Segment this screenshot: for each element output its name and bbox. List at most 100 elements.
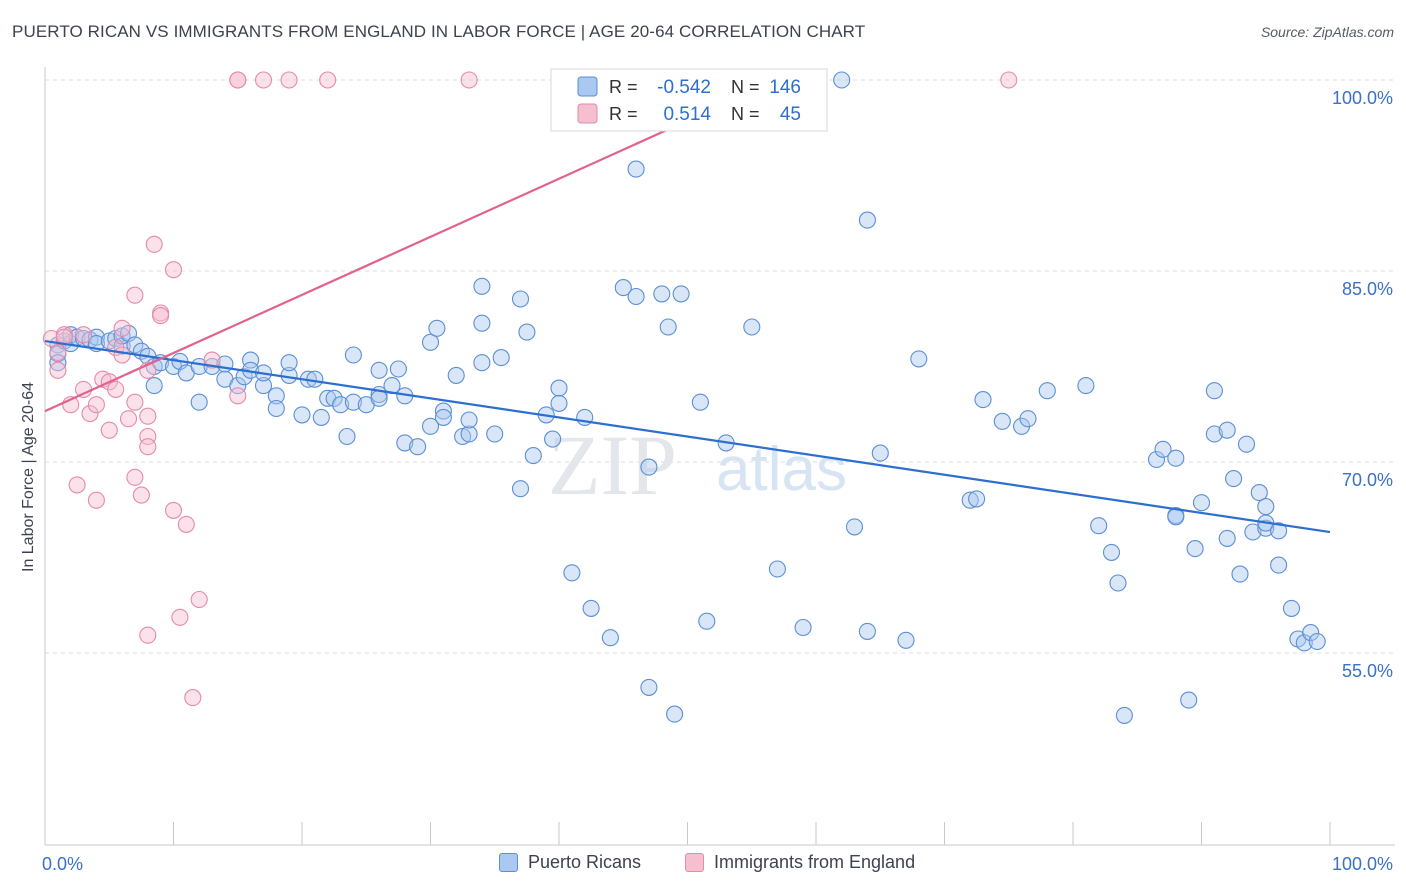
point-puerto-rican: [1295, 634, 1313, 652]
point-puerto-rican: [1147, 450, 1166, 469]
point-puerto-rican: [691, 393, 709, 411]
point-puerto-rican: [833, 71, 851, 89]
point-puerto-rican: [1205, 425, 1223, 443]
point-puerto-rican: [1167, 449, 1185, 467]
point-puerto-rican: [1115, 706, 1133, 724]
point-immigrant-england: [460, 71, 478, 89]
point-immigrant-england: [190, 590, 208, 609]
point-puerto-rican: [332, 396, 350, 414]
point-immigrant-england: [126, 468, 144, 486]
point-immigrant-england: [164, 261, 183, 279]
point-puerto-rican: [627, 287, 645, 306]
trend-lines: [44, 78, 1331, 534]
point-puerto-rican: [1205, 382, 1223, 400]
point-puerto-rican: [235, 368, 253, 386]
trend-line-immigrants-from-england: [44, 78, 778, 413]
point-puerto-rican: [486, 425, 504, 443]
point-immigrant-england: [280, 71, 298, 89]
point-puerto-rican: [582, 599, 600, 617]
point-immigrant-england: [49, 361, 67, 379]
point-puerto-rican: [993, 412, 1011, 430]
point-puerto-rican: [1225, 470, 1243, 488]
point-puerto-rican: [1186, 540, 1204, 558]
point-puerto-rican: [434, 408, 452, 426]
legend-item-immigrants-from-england: Immigrants from England: [685, 852, 915, 873]
stats-legend-r-label-blue: R =: [609, 77, 638, 97]
y-tick-label: 55.0%: [1342, 661, 1393, 681]
point-puerto-rican: [242, 351, 260, 369]
point-immigrant-england: [152, 307, 170, 325]
axis-layer: [44, 67, 1395, 846]
point-immigrant-england: [100, 421, 118, 439]
chart-title: PUERTO RICAN VS IMMIGRANTS FROM ENGLAND …: [12, 22, 866, 41]
point-puerto-rican: [672, 285, 690, 303]
point-puerto-rican: [1257, 498, 1275, 516]
point-puerto-rican: [293, 406, 311, 424]
point-puerto-rican: [267, 399, 285, 418]
point-puerto-rican: [1237, 435, 1256, 453]
point-puerto-rican: [666, 705, 684, 723]
series-legend: Puerto Ricans Immigrants from England: [0, 852, 1406, 878]
source-label: Source: ZipAtlas.com: [1260, 24, 1394, 40]
point-puerto-rican: [344, 346, 362, 364]
point-puerto-rican: [794, 618, 812, 637]
point-puerto-rican: [1109, 574, 1127, 592]
point-puerto-rican: [473, 277, 491, 295]
point-puerto-rican: [897, 631, 915, 649]
point-puerto-rican: [550, 379, 568, 397]
point-puerto-rican: [544, 430, 562, 448]
point-puerto-rican: [460, 425, 478, 443]
legend-item-puerto-ricans: Puerto Ricans: [499, 852, 641, 873]
point-puerto-rican: [1270, 556, 1288, 574]
point-immigrant-england: [184, 689, 202, 707]
point-immigrant-england: [81, 405, 99, 423]
point-immigrant-england: [74, 326, 93, 344]
point-puerto-rican: [871, 444, 889, 462]
y-tick-label: 70.0%: [1342, 470, 1393, 490]
x-tick-label-min: 0.0%: [42, 854, 83, 874]
point-immigrant-england: [1000, 71, 1018, 89]
point-puerto-rican: [87, 328, 105, 346]
legend-swatch-blue: [499, 853, 518, 872]
point-puerto-rican: [1192, 494, 1211, 512]
point-puerto-rican: [254, 377, 273, 395]
point-immigrant-england: [126, 286, 144, 304]
point-puerto-rican: [325, 389, 343, 407]
point-puerto-rican: [968, 490, 986, 508]
point-immigrant-england: [319, 71, 337, 89]
point-immigrant-england: [113, 319, 131, 337]
point-puerto-rican: [858, 211, 876, 229]
point-puerto-rican: [428, 319, 446, 337]
watermark: ZIP atlas: [548, 417, 847, 513]
point-puerto-rican: [1154, 440, 1172, 458]
stats-legend-n-value-pink: 45: [780, 104, 801, 125]
point-puerto-rican: [640, 458, 658, 476]
point-immigrant-england: [229, 387, 247, 405]
point-puerto-rican: [698, 612, 716, 630]
stats-legend-r-value-pink: 0.514: [663, 104, 711, 125]
point-puerto-rican: [434, 402, 452, 420]
point-puerto-rican: [563, 564, 581, 582]
point-immigrant-england: [87, 491, 105, 509]
point-puerto-rican: [409, 438, 427, 456]
point-puerto-rican: [370, 361, 388, 379]
point-puerto-rican: [396, 434, 414, 452]
legend-swatch-pink: [685, 853, 704, 872]
point-puerto-rican: [312, 408, 330, 426]
y-axis-title: In Labor Force | Age 20-64: [20, 381, 37, 572]
point-immigrant-england: [177, 515, 195, 533]
point-immigrant-england: [171, 608, 189, 626]
point-immigrant-england: [107, 380, 125, 398]
legend-label-puerto-ricans: Puerto Ricans: [528, 852, 642, 872]
stats-legend-n-label-blue: N =: [731, 77, 760, 97]
point-immigrant-england: [132, 486, 150, 504]
stats-legend-n-value-blue: 146: [769, 77, 801, 98]
point-puerto-rican: [1257, 519, 1275, 537]
stats-legend-swatch-blue: [577, 76, 598, 97]
point-puerto-rican: [1282, 599, 1301, 617]
point-puerto-rican: [511, 480, 530, 498]
stats-legend-r-label-pink: R =: [609, 104, 638, 124]
point-puerto-rican: [267, 387, 285, 405]
point-puerto-rican: [768, 560, 786, 578]
point-puerto-rican: [473, 314, 491, 332]
